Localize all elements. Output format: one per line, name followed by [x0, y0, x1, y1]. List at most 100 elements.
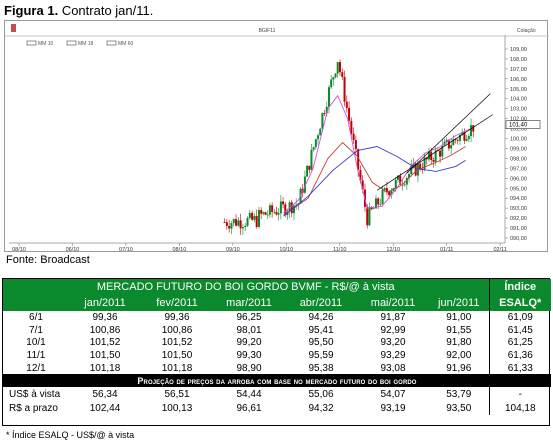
projection-cell: 55,06 [308, 388, 334, 400]
month-header: mar/2011 [226, 297, 272, 309]
figure-label: Figura 1. [4, 3, 59, 18]
candle-body [310, 149, 313, 170]
projection-cell: 94,32 [308, 402, 334, 414]
candle-body [403, 184, 406, 186]
candle-body [275, 211, 278, 215]
candle-body [266, 214, 269, 216]
chart-header-right: Cotação [517, 28, 536, 34]
candle-body [303, 176, 306, 193]
x-tick-label: 10/10 [279, 247, 293, 253]
candle-body [306, 165, 309, 177]
candle-body [223, 222, 226, 223]
candle-body [312, 147, 315, 150]
candle-body [423, 157, 426, 170]
figure-source: Fonte: Broadcast [6, 254, 90, 266]
indice-header: Índice [488, 279, 551, 295]
indice-cell: 61,25 [488, 336, 551, 350]
price-cell: 91,96 [446, 362, 472, 374]
projection-cell: 93,50 [446, 402, 472, 414]
projection-cell: 56,34 [92, 388, 118, 400]
y-tick-label: 103,00 [510, 107, 527, 113]
y-tick-label: 102,00 [510, 117, 527, 123]
candle-body [230, 223, 233, 229]
table-row: 6/1 99,36 99,36 96,25 94,26 91,87 91,00 61,09 [3, 311, 551, 324]
y-tick-label: 109,00 [510, 47, 527, 53]
price-cell: 95,38 [308, 362, 334, 374]
projection-row: R$ a prazo 102,44 100,13 96,61 94,32 93,19 93,… [3, 401, 551, 416]
y-tick-label: 095,00 [510, 186, 527, 192]
y-tick-label: 097,00 [510, 166, 527, 172]
figure-title-text: Contrato jan/11. [61, 3, 154, 18]
candle-body [359, 170, 362, 181]
candle-body [235, 219, 238, 226]
indice-cell: 61,36 [488, 349, 551, 362]
price-cell: 100,86 [161, 324, 193, 336]
price-cell: 91,80 [446, 337, 472, 349]
candle-body [288, 202, 291, 212]
price-cell: 99,36 [92, 311, 118, 323]
candle-body [419, 163, 422, 170]
candle-body [430, 151, 433, 161]
table-title: MERCADO FUTURO DO BOI GORDO BVMF - R$/@ … [96, 281, 395, 293]
trendline-lower [376, 114, 493, 191]
candle-body [321, 113, 324, 129]
candle-body [370, 207, 373, 210]
candle-body [332, 77, 335, 80]
projection-cell: 96,61 [236, 402, 262, 414]
projection-cell: 102,44 [89, 402, 121, 414]
projection-cell: 93,19 [380, 402, 406, 414]
y-tick-label: 091,00 [510, 226, 527, 232]
projection-indice-cell: - [488, 387, 551, 402]
candle-body [432, 160, 435, 162]
indice-cell: 61,09 [488, 311, 551, 324]
price-cell: 93,08 [380, 362, 406, 374]
candle-body [268, 205, 271, 215]
price-chart: MM 10 MM 18 MM 60 BGIF11 Cotação 109,00 108,00… [5, 24, 549, 253]
candle-body [461, 131, 464, 135]
price-cell: 95,50 [308, 337, 334, 349]
candle-body [467, 136, 470, 140]
candle-body [253, 216, 256, 220]
candle-body [327, 87, 330, 107]
candle-body [295, 204, 298, 206]
candle-body [290, 202, 293, 214]
indice-cell: 61,33 [488, 361, 551, 375]
row-date: 6/1 [29, 311, 43, 323]
candle-body [425, 157, 428, 160]
candle-body [374, 198, 377, 209]
candle-body [228, 226, 231, 229]
projection-label: US$ à vista [9, 388, 61, 400]
x-tick-label: 08/10 [172, 247, 186, 253]
x-tick-label: 07/10 [119, 247, 133, 253]
candle-body [410, 166, 413, 174]
candle-body [271, 205, 274, 212]
table-footnote: * Índice ESALQ - US$/@ à vista [6, 430, 135, 440]
price-cell: 91,55 [446, 324, 472, 336]
price-cell: 100,86 [89, 324, 121, 336]
candle-body [225, 222, 228, 227]
x-tick-label: 01/11 [440, 247, 453, 253]
candle-body [314, 139, 317, 148]
candle-body [345, 101, 348, 108]
price-cell: 93,29 [380, 349, 406, 361]
table-row: 10/1 101,52 101,52 99,20 95,50 93,20 91,80 61,2… [3, 336, 551, 350]
y-tick-label: 090,00 [510, 236, 527, 242]
legend-entry: MM 10 [38, 41, 54, 47]
candle-body [388, 191, 391, 196]
y-tick-label: 092,00 [510, 216, 527, 222]
projection-cell: 56,51 [164, 388, 190, 400]
price-cell: 101,50 [161, 349, 193, 361]
months-header-row: jan/2011 fev/2011 mar/2011 abr/2011 mai/… [3, 295, 551, 311]
candle-body [379, 203, 382, 205]
candle-body [456, 139, 459, 141]
y-tick-label: 093,00 [510, 206, 527, 212]
candle-body [292, 205, 295, 214]
x-tick-label: 09/10 [226, 247, 240, 253]
chart-header-text: BGIF11 [259, 28, 276, 34]
projection-cell: 100,13 [161, 402, 193, 414]
price-cell: 99,36 [164, 311, 190, 323]
price-cell: 92,00 [446, 349, 472, 361]
row-date: 12/1 [26, 362, 46, 374]
legend-entry: MM 18 [78, 41, 94, 47]
candle-body [399, 175, 402, 185]
